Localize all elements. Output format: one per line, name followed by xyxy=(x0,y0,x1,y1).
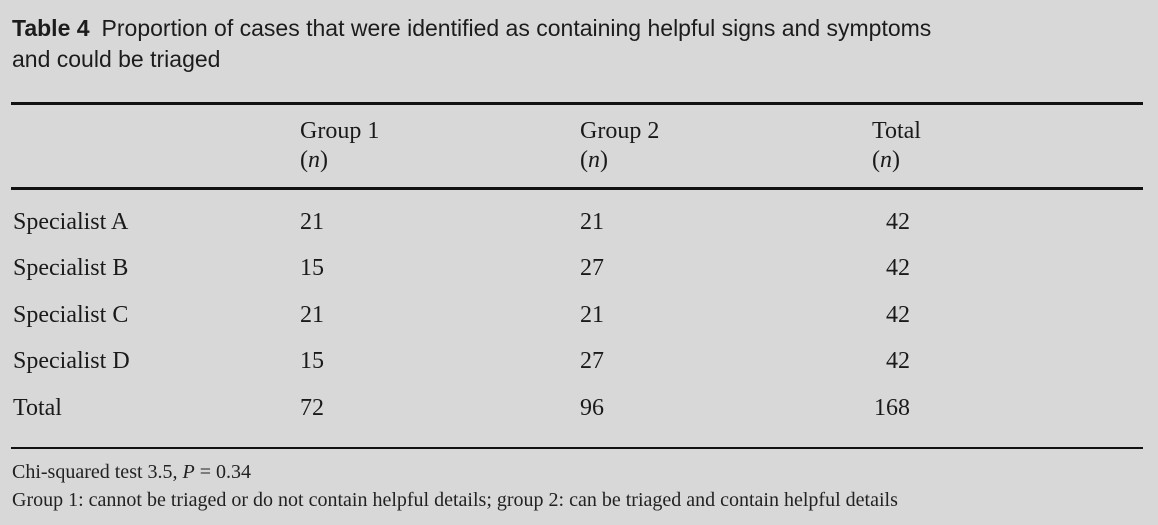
column-header-group2: Group 2 (n) xyxy=(580,111,872,175)
cell-group2: 21 xyxy=(580,208,604,235)
table-footnotes: Chi-squared test 3.5, P = 0.34 Group 1: … xyxy=(12,458,1142,514)
n-symbol: n xyxy=(308,147,320,173)
table-row-total: Total 72 96 168 xyxy=(11,385,1143,432)
cell-total: 168 xyxy=(874,394,910,421)
cell-group1: 21 xyxy=(300,301,324,328)
p-value: = 0.34 xyxy=(194,461,252,483)
bottom-rule xyxy=(11,447,1143,449)
cell-group1: 15 xyxy=(300,255,324,282)
cell-group1: 72 xyxy=(300,394,324,421)
table-header-row: Group 1 (n) Group 2 (n) Total (n) xyxy=(11,111,1143,175)
column-header-group1-label: Group 1 xyxy=(300,118,380,144)
column-header-group2-label: Group 2 xyxy=(580,118,660,144)
table-number: Table 4 xyxy=(12,15,90,41)
cell-group2: 27 xyxy=(580,348,604,375)
chi-squared-text: Chi-squared test 3.5, xyxy=(12,461,183,483)
n-symbol: n xyxy=(588,147,600,173)
row-label: Specialist B xyxy=(13,255,129,282)
row-label: Total xyxy=(13,394,62,421)
column-header-group2-unit: (n) xyxy=(580,147,608,173)
top-rule xyxy=(11,102,1143,105)
table-row: Specialist A 21 21 42 xyxy=(11,199,1143,246)
column-header-total: Total (n) xyxy=(872,111,1143,175)
table-caption: Table 4 Proportion of cases that were ide… xyxy=(12,13,1142,75)
cell-group1: 15 xyxy=(300,348,324,375)
column-header-total-label: Total xyxy=(872,118,921,144)
p-symbol: P xyxy=(182,461,195,483)
column-header-group1: Group 1 (n) xyxy=(300,111,580,175)
cell-group2: 21 xyxy=(580,301,604,328)
table-caption-text: Proportion of cases that were identified… xyxy=(12,15,932,72)
row-label: Specialist D xyxy=(13,348,130,375)
cell-total: 42 xyxy=(886,208,910,235)
footnote-statistics: Chi-squared test 3.5, P = 0.34 xyxy=(12,458,1142,486)
column-header-empty xyxy=(11,111,300,175)
table-row: Specialist D 15 27 42 xyxy=(11,339,1143,386)
cell-total: 42 xyxy=(886,255,910,282)
cell-group2: 96 xyxy=(580,394,604,421)
table-body: Specialist A 21 21 42 Specialist B 15 27… xyxy=(11,199,1143,432)
n-symbol: n xyxy=(880,147,892,173)
cell-total: 42 xyxy=(886,301,910,328)
column-header-total-unit: (n) xyxy=(872,147,900,173)
cell-group1: 21 xyxy=(300,208,324,235)
header-rule xyxy=(11,187,1143,190)
cell-total: 42 xyxy=(886,348,910,375)
cell-group2: 27 xyxy=(580,255,604,282)
row-label: Specialist A xyxy=(13,208,129,235)
footnote-group-definitions: Group 1: cannot be triaged or do not con… xyxy=(12,489,898,511)
table-row: Specialist B 15 27 42 xyxy=(11,246,1143,293)
column-header-group1-unit: (n) xyxy=(300,147,328,173)
row-label: Specialist C xyxy=(13,301,129,328)
table-row: Specialist C 21 21 42 xyxy=(11,292,1143,339)
